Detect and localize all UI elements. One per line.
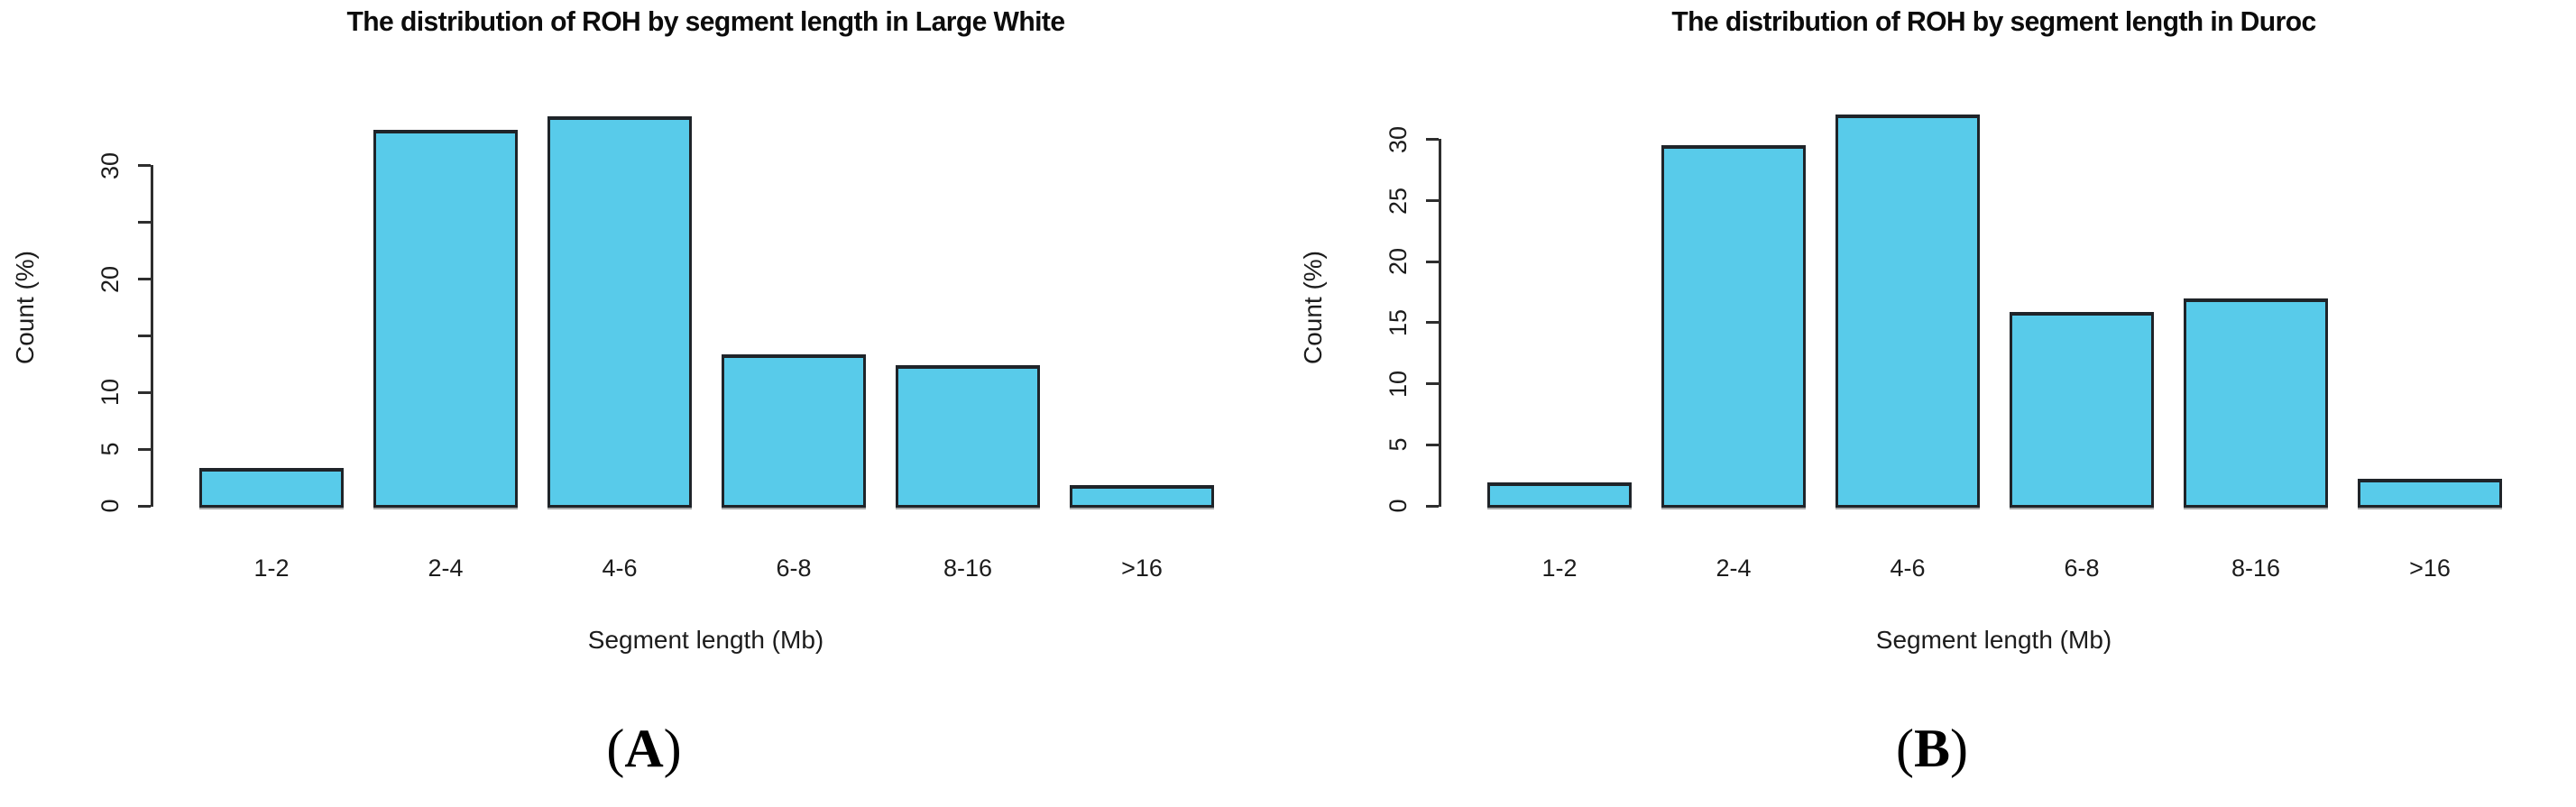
x-axis-label: Segment length (Mb) bbox=[587, 626, 824, 654]
y-axis-label: Count (%) bbox=[1299, 250, 1327, 365]
caption-close-paren: ) bbox=[663, 719, 682, 778]
y-tick-label: 0 bbox=[97, 499, 124, 513]
x-axis-label: Segment length (Mb) bbox=[1875, 626, 2112, 654]
x-tick-label: 6-8 bbox=[776, 555, 812, 582]
y-tick-label: 25 bbox=[1385, 187, 1412, 215]
plot-area: 0 5 10 20 30 1-2 2-4 4-6 6-8 8-16 >16 bbox=[97, 109, 1258, 582]
chart-title: The distribution of ROH by segment lengt… bbox=[346, 5, 1065, 37]
bar-1-2 bbox=[199, 468, 344, 508]
y-tick-label: 30 bbox=[97, 151, 124, 179]
x-tick-label: 4-6 bbox=[602, 555, 638, 582]
x-tick-label: 8-16 bbox=[943, 555, 993, 582]
bar-6-8 bbox=[2010, 312, 2154, 508]
panel-caption: (B) bbox=[1288, 718, 2576, 780]
chart-title: The distribution of ROH by segment lengt… bbox=[1671, 5, 2316, 37]
y-axis-tick bbox=[138, 221, 151, 225]
x-tick-label: 2-4 bbox=[1716, 555, 1752, 582]
bar-1-2 bbox=[1487, 482, 1632, 508]
bar-6-8 bbox=[722, 354, 866, 508]
caption-open-paren: ( bbox=[606, 719, 625, 778]
caption-letter: B bbox=[1913, 719, 1951, 778]
panel-caption: (A) bbox=[0, 718, 1288, 780]
y-tick-label: 30 bbox=[1385, 125, 1412, 153]
bar-2-4 bbox=[1661, 145, 1806, 508]
x-tick-label: 2-4 bbox=[428, 555, 464, 582]
y-tick-label: 5 bbox=[97, 442, 124, 456]
x-tick-label: 6-8 bbox=[2064, 555, 2100, 582]
y-axis-tick bbox=[138, 164, 151, 168]
y-axis-line bbox=[151, 164, 153, 507]
chart-panel-a: The distribution of ROH by segment lengt… bbox=[0, 5, 1288, 780]
x-tick-label: 8-16 bbox=[2231, 555, 2281, 582]
x-tick-label: 4-6 bbox=[1890, 555, 1926, 582]
y-tick-label: 15 bbox=[1385, 308, 1412, 336]
y-axis-tick bbox=[138, 334, 151, 337]
y-tick-label: 20 bbox=[1385, 248, 1412, 276]
y-tick-label: 0 bbox=[1385, 499, 1412, 513]
y-axis-tick bbox=[138, 278, 151, 281]
bar-2-4 bbox=[373, 130, 518, 508]
y-axis-tick bbox=[1426, 382, 1439, 386]
y-axis-tick bbox=[138, 504, 151, 508]
bar-8-16 bbox=[2184, 298, 2328, 508]
y-tick-label: 5 bbox=[1385, 437, 1412, 452]
y-tick-label: 10 bbox=[97, 379, 124, 407]
plot-area: 0 5 10 15 20 25 30 1-2 2-4 4-6 6-8 8-16 >16 bbox=[1385, 109, 2546, 582]
y-axis-label: Count (%) bbox=[11, 250, 39, 365]
bar-4-6 bbox=[547, 116, 692, 508]
y-tick-label: 10 bbox=[1385, 370, 1412, 398]
caption-close-paren: ) bbox=[1950, 719, 1968, 778]
y-tick-label: 20 bbox=[97, 265, 124, 293]
y-axis-tick bbox=[138, 390, 151, 394]
y-axis-tick bbox=[138, 447, 151, 451]
bar-8-16 bbox=[896, 365, 1040, 508]
x-tick-label: 1-2 bbox=[1541, 555, 1578, 582]
y-axis-tick bbox=[1426, 504, 1439, 508]
y-axis-tick bbox=[1426, 260, 1439, 263]
x-tick-label: >16 bbox=[2409, 555, 2451, 582]
y-axis-tick bbox=[1426, 321, 1439, 325]
caption-letter: A bbox=[624, 719, 664, 778]
y-axis-line bbox=[1439, 138, 1441, 507]
bar-4-6 bbox=[1835, 115, 1980, 508]
y-axis-tick bbox=[1426, 138, 1439, 142]
y-axis-tick bbox=[1426, 199, 1439, 203]
caption-open-paren: ( bbox=[1896, 719, 1914, 778]
bar->16 bbox=[2358, 479, 2502, 508]
x-tick-label: >16 bbox=[1121, 555, 1163, 582]
chart-panel-b: The distribution of ROH by segment lengt… bbox=[1288, 0, 2576, 807]
y-axis-tick bbox=[1426, 443, 1439, 446]
bar->16 bbox=[1070, 485, 1214, 508]
x-tick-label: 1-2 bbox=[253, 555, 290, 582]
